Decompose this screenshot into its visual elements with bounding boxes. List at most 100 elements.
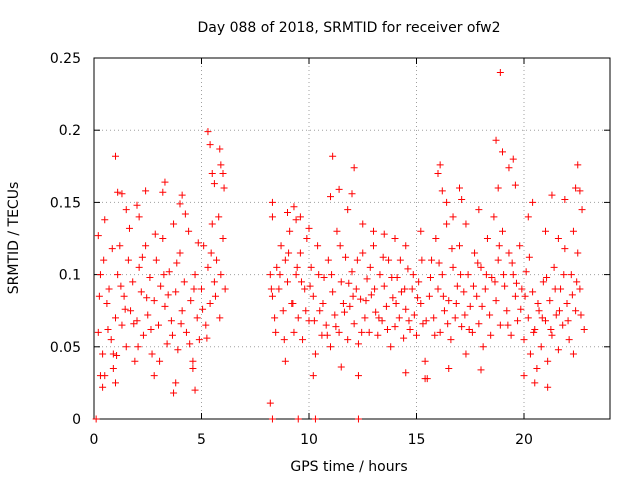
data-point — [103, 299, 111, 307]
data-point — [409, 271, 417, 279]
data-point — [477, 263, 485, 271]
data-point — [380, 230, 388, 238]
data-point — [114, 188, 122, 196]
data-point — [474, 259, 482, 267]
data-point — [340, 308, 348, 316]
data-point — [431, 331, 439, 339]
data-point — [445, 364, 453, 372]
data-point — [319, 299, 327, 307]
data-point — [310, 317, 318, 325]
data-point — [167, 317, 175, 325]
data-point — [563, 299, 571, 307]
x-axis-label: GPS time / hours — [290, 459, 407, 475]
data-point — [449, 263, 457, 271]
data-point — [268, 198, 276, 206]
data-point — [453, 282, 461, 290]
data-point — [529, 198, 537, 206]
data-point — [524, 314, 532, 322]
data-point — [185, 227, 193, 235]
data-point — [354, 415, 362, 423]
data-point — [402, 242, 410, 250]
data-point — [198, 285, 205, 293]
axis-ticks: 0 0.05 0.1 0.15 0.2 0.25 0 5 10 15 20 — [50, 51, 610, 448]
data-point — [193, 314, 201, 322]
data-point — [159, 188, 167, 196]
data-point — [271, 314, 279, 322]
data-point — [438, 271, 446, 279]
data-point — [462, 220, 470, 228]
data-point — [531, 325, 539, 333]
data-point — [99, 350, 107, 358]
data-point — [496, 68, 504, 76]
data-point — [486, 311, 494, 319]
x-tick-label: 20 — [515, 432, 533, 448]
data-point — [382, 302, 390, 310]
data-point — [430, 314, 438, 322]
data-point — [182, 328, 190, 336]
data-point — [156, 357, 164, 365]
data-point — [517, 305, 525, 313]
data-point — [190, 285, 198, 293]
data-point — [189, 364, 197, 372]
data-point — [150, 372, 158, 380]
data-point — [206, 299, 214, 307]
data-point — [352, 285, 360, 293]
data-point — [457, 271, 465, 279]
data-point — [335, 185, 343, 193]
data-point — [460, 288, 468, 296]
data-point — [402, 369, 410, 377]
data-point — [385, 256, 393, 264]
data-point — [404, 265, 412, 273]
data-point — [547, 325, 555, 333]
data-point — [391, 235, 399, 242]
data-point — [309, 292, 317, 300]
data-point — [135, 213, 143, 221]
data-point — [443, 198, 451, 206]
data-point — [316, 307, 324, 315]
data-point — [96, 271, 104, 279]
data-point — [544, 383, 552, 391]
data-point — [344, 206, 352, 214]
data-point — [122, 343, 130, 351]
data-point — [449, 213, 457, 221]
data-point — [133, 317, 141, 325]
data-point — [181, 210, 189, 218]
data-point — [418, 256, 426, 264]
data-point — [195, 336, 203, 344]
data-point — [578, 206, 586, 214]
data-point — [96, 372, 104, 380]
data-point — [350, 164, 358, 172]
data-point — [475, 320, 483, 328]
data-point — [309, 372, 317, 380]
data-point — [491, 278, 499, 286]
data-point — [359, 249, 367, 257]
data-point — [328, 271, 336, 279]
data-point — [551, 285, 559, 293]
data-point — [559, 321, 567, 329]
data-point — [293, 263, 301, 271]
data-point — [217, 161, 225, 169]
data-point — [546, 297, 554, 305]
data-point — [221, 285, 229, 293]
data-point — [494, 184, 502, 192]
data-point — [217, 271, 225, 279]
data-point — [495, 242, 503, 250]
data-point — [464, 271, 472, 279]
data-point — [327, 193, 334, 201]
data-point — [414, 294, 422, 302]
data-point — [142, 242, 150, 250]
data-point — [534, 299, 542, 307]
data-point — [499, 148, 506, 156]
data-point — [107, 336, 115, 344]
data-point — [436, 161, 444, 169]
data-point — [206, 141, 214, 149]
data-point — [554, 346, 562, 354]
data-point — [138, 253, 146, 261]
data-point — [469, 282, 477, 290]
data-point — [294, 415, 302, 423]
data-point — [204, 263, 212, 271]
data-point — [487, 331, 495, 339]
data-point — [327, 343, 334, 351]
data-point — [168, 331, 176, 339]
data-point — [389, 294, 397, 302]
